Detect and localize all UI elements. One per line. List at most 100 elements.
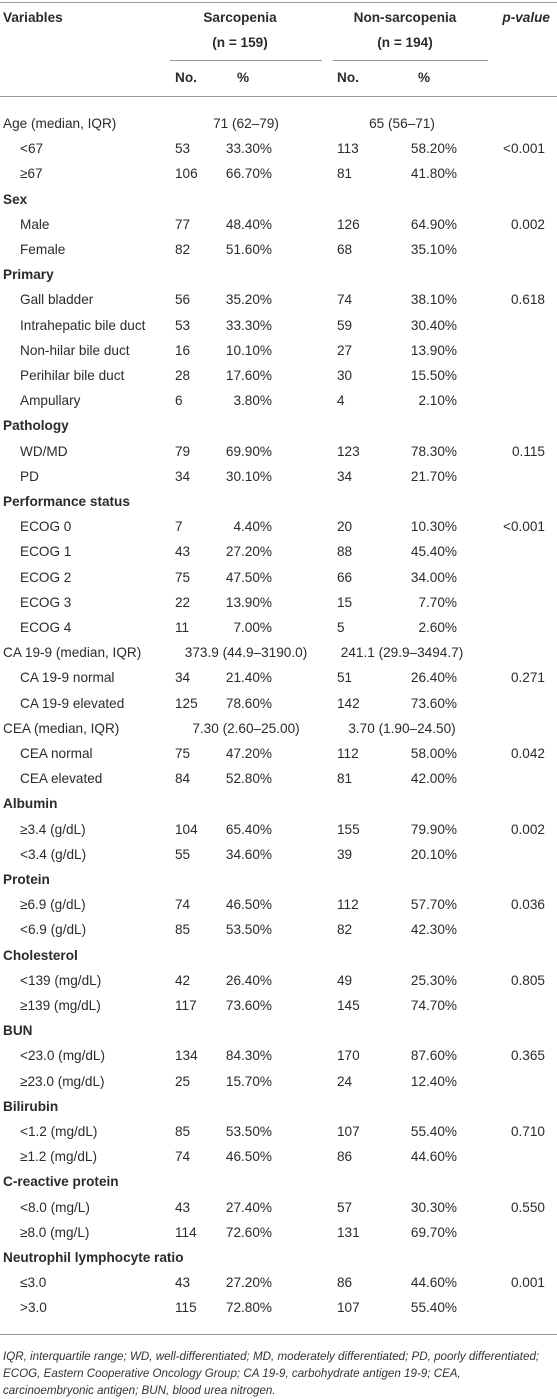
top-rule — [0, 2, 557, 3]
group-name: Sarcopenia — [203, 10, 277, 25]
cell: 4.40% — [233, 519, 272, 535]
row-label: <6.9 (g/dL) — [20, 922, 87, 938]
cell: 10.30% — [410, 519, 457, 535]
cell: 69.90% — [225, 443, 272, 459]
cell: 43 — [175, 544, 191, 560]
cell: 15.50% — [410, 368, 457, 383]
cell: 104 — [175, 821, 198, 837]
cell: 51.60% — [225, 242, 272, 257]
cell: 53.50% — [225, 922, 272, 938]
cell: 73.60% — [410, 695, 457, 711]
group-rule — [170, 60, 322, 61]
cell: 45.40% — [410, 544, 457, 560]
row-label: Male — [20, 216, 50, 232]
cell: 64.90% — [410, 216, 457, 232]
cell: 107 — [337, 1300, 360, 1316]
row-label: CEA (median, IQR) — [3, 720, 120, 736]
cell: 79.90% — [410, 821, 457, 837]
cell: 16 — [175, 342, 191, 358]
cell: 27 — [337, 342, 353, 358]
row-label: ECOG 1 — [20, 544, 72, 560]
section-label: Protein — [3, 872, 50, 887]
median-cell: 7.30 (2.60–25.00) — [192, 720, 300, 736]
p-value: 0.805 — [510, 972, 545, 988]
section-label: Performance status — [3, 494, 130, 509]
row-label: Female — [20, 242, 66, 257]
cell: 30.30% — [410, 1199, 457, 1215]
cell: 84.30% — [225, 1048, 272, 1064]
cell: 115 — [175, 1300, 197, 1316]
section-label: Cholesterol — [3, 947, 78, 963]
row-label: CA 19-9 (median, IQR) — [3, 645, 142, 661]
p-value: 0.550 — [510, 1199, 545, 1215]
cell: 27.20% — [225, 1275, 272, 1291]
row-label: ECOG 0 — [20, 519, 72, 535]
row-label: PD — [20, 468, 39, 484]
cell: 112 — [337, 746, 359, 761]
median-cell: 71 (62–79) — [213, 116, 279, 131]
cell: 25 — [175, 1073, 191, 1089]
cell: 117 — [175, 998, 197, 1013]
cell: 79 — [175, 443, 191, 459]
cell: 88 — [337, 544, 353, 560]
subheader: No. — [175, 70, 197, 85]
row-label: Ampullary — [20, 393, 81, 409]
group-n: (n = 194) — [377, 35, 433, 50]
row-label: <139 (mg/dL) — [20, 972, 102, 988]
cell: 42.00% — [410, 771, 457, 787]
section-label: Albumin — [3, 796, 58, 812]
cell: 44.60% — [410, 1275, 457, 1291]
row-label: <23.0 (mg/dL) — [20, 1048, 106, 1064]
cell: 106 — [175, 166, 198, 182]
p-value: 0.271 — [510, 670, 545, 686]
median-cell: 65 (56–71) — [369, 116, 435, 131]
p-value: 0.710 — [510, 1124, 545, 1139]
subheader: % — [236, 70, 250, 85]
cell: 75 — [175, 746, 191, 761]
cell: 46.50% — [225, 897, 272, 913]
cell: 58.20% — [410, 141, 457, 157]
cell: 13.90% — [225, 594, 272, 610]
header-p-value: p-value — [502, 10, 550, 25]
cell: 20.10% — [410, 846, 457, 862]
p-value: 0.036 — [510, 897, 545, 913]
cell: 39 — [337, 846, 353, 862]
cell: 85 — [175, 922, 191, 938]
cell: 75 — [175, 569, 191, 585]
p-value: 0.365 — [510, 1048, 545, 1064]
p-value: 0.115 — [511, 443, 545, 459]
cell: 24 — [337, 1073, 353, 1089]
row-label: ECOG 4 — [20, 620, 72, 635]
cell: 25.30% — [410, 972, 457, 988]
cell: 27.40% — [225, 1199, 272, 1215]
cell: 58.00% — [410, 746, 457, 761]
cell: 35.10% — [410, 242, 457, 257]
cell: 112 — [337, 897, 359, 913]
cell: 15.70% — [225, 1073, 272, 1089]
cell: 131 — [337, 1224, 360, 1240]
cell: 34 — [337, 468, 353, 484]
section-label: Sex — [3, 191, 28, 207]
cell: 34 — [175, 468, 191, 484]
cell: 68 — [337, 242, 353, 257]
cell: 85 — [175, 1124, 191, 1139]
section-label: BUN — [3, 1023, 33, 1039]
cell: 84 — [175, 771, 191, 787]
row-label: <3.4 (g/dL) — [20, 846, 87, 862]
cell: 11 — [175, 620, 190, 635]
cell: 51 — [337, 670, 353, 686]
group-n: (n = 159) — [212, 35, 268, 50]
cell: 47.50% — [225, 569, 272, 585]
cell: 81 — [337, 771, 353, 787]
cell: 26.40% — [410, 670, 457, 686]
cell: 42.30% — [410, 922, 457, 938]
p-value: 0.618 — [510, 292, 545, 308]
row-label: CEA normal — [20, 746, 93, 761]
cell: 15 — [337, 594, 353, 610]
cell: 13.90% — [410, 342, 457, 358]
cell: 114 — [175, 1224, 197, 1240]
cell: 2.10% — [418, 393, 457, 409]
cell: 27.20% — [225, 544, 272, 560]
row-label: CA 19-9 elevated — [20, 695, 125, 711]
row-label: ≥139 (mg/dL) — [20, 998, 101, 1013]
